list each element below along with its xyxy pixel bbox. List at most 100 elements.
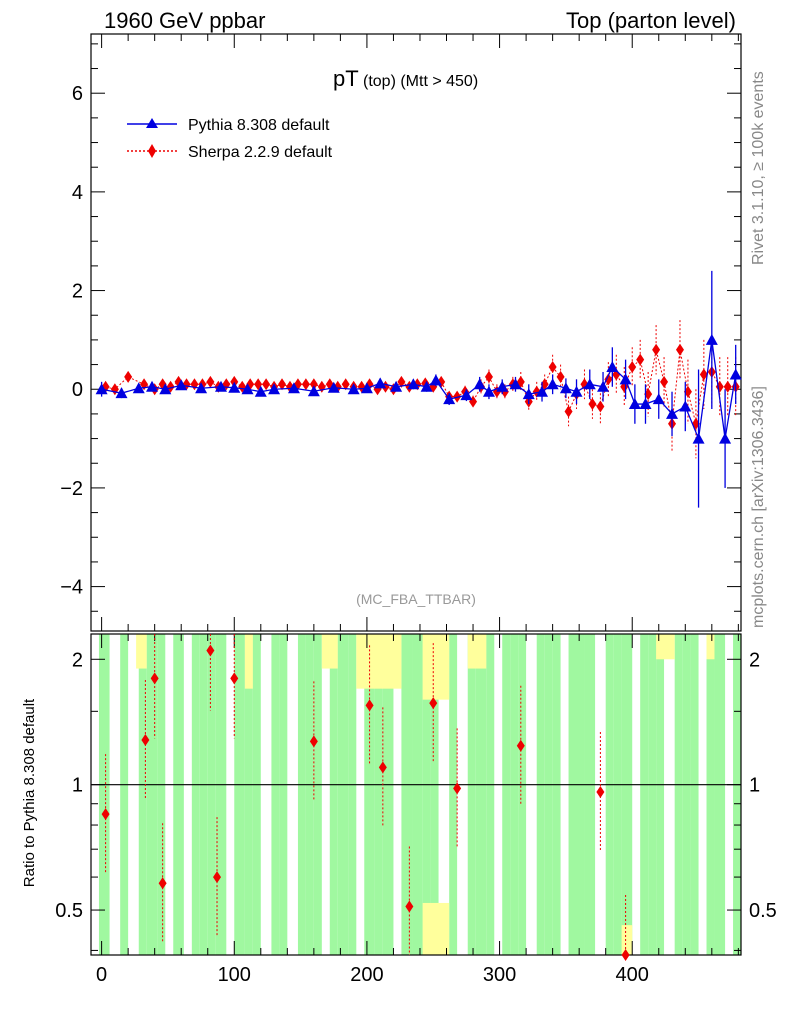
main-y-tick-label: 6 bbox=[72, 83, 83, 105]
ratio-band-green bbox=[640, 634, 649, 955]
ratio-sherpa-point bbox=[378, 761, 387, 774]
pythia-point bbox=[175, 379, 188, 391]
main-y-tick-label: 4 bbox=[72, 182, 83, 204]
ratio-band-yellow bbox=[621, 925, 633, 955]
ratio-band-green bbox=[173, 634, 184, 955]
pythia-point bbox=[115, 387, 128, 399]
sherpa-point bbox=[556, 370, 565, 383]
ratio-x-tick-label: 300 bbox=[483, 964, 516, 986]
ratio-sherpa-point bbox=[596, 786, 605, 799]
ratio-band-green bbox=[552, 634, 561, 955]
ratio-band-green bbox=[191, 634, 200, 955]
pythia-point bbox=[159, 383, 172, 395]
pythia-point bbox=[606, 361, 619, 373]
pythia-series-line bbox=[101, 339, 737, 442]
ratio-band-yellow bbox=[467, 634, 487, 669]
legend-pythia-marker bbox=[146, 118, 158, 128]
sherpa-point bbox=[564, 405, 573, 418]
ratio-sherpa-point bbox=[429, 697, 438, 710]
pythia-point bbox=[327, 381, 340, 393]
sherpa-point bbox=[660, 375, 669, 388]
ratio-sherpa-point bbox=[101, 808, 110, 821]
ratio-band-yellow bbox=[321, 634, 338, 669]
ratio-y-tick-label-right: 0.5 bbox=[749, 900, 777, 922]
pythia-point bbox=[536, 385, 549, 397]
ratio-band-green bbox=[422, 634, 431, 955]
ratio-band-green bbox=[605, 634, 614, 955]
ratio-y-tick-label-right: 2 bbox=[749, 649, 760, 671]
ratio-x-tick-label: 400 bbox=[616, 964, 649, 986]
sherpa-point bbox=[110, 383, 119, 396]
sherpa-point bbox=[397, 375, 406, 388]
ratio-band-green bbox=[648, 634, 657, 955]
sherpa-point bbox=[301, 378, 310, 391]
ratio-band-green bbox=[536, 634, 545, 955]
pythia-point bbox=[241, 383, 254, 395]
ratio-x-tick-label: 0 bbox=[96, 964, 107, 986]
pythia-point bbox=[473, 378, 486, 390]
sherpa-point bbox=[548, 361, 557, 374]
ratio-band-green bbox=[234, 634, 245, 955]
pythia-point bbox=[195, 382, 208, 394]
ratio-y-tick-label-left: 2 bbox=[72, 649, 83, 671]
sherpa-point bbox=[190, 378, 199, 391]
ratio-sherpa-point bbox=[309, 735, 318, 748]
ratio-band-green bbox=[486, 634, 495, 955]
ratio-band-green bbox=[613, 634, 622, 955]
rivet-label: Rivet 3.1.10, ≥ 100k events bbox=[750, 71, 767, 265]
sherpa-point bbox=[683, 385, 692, 398]
header-left: 1960 GeV ppbar bbox=[104, 8, 265, 33]
ratio-sherpa-point bbox=[158, 877, 167, 890]
sherpa-point bbox=[588, 398, 597, 411]
ratio-band-green bbox=[401, 634, 413, 955]
ratio-sherpa-point bbox=[213, 871, 222, 884]
ratio-band-green bbox=[271, 634, 280, 955]
ratio-sherpa-point bbox=[141, 734, 150, 747]
ratio-band-green bbox=[682, 634, 691, 955]
ratio-sherpa-point bbox=[365, 699, 374, 712]
ratio-band-green bbox=[621, 634, 633, 955]
ratio-band-green bbox=[714, 634, 726, 955]
pythia-point bbox=[496, 380, 509, 392]
sherpa-point bbox=[124, 370, 133, 383]
pythia-point bbox=[443, 393, 456, 405]
ratio-sherpa-point bbox=[621, 949, 630, 961]
sherpa-point bbox=[652, 343, 661, 356]
main-y-tick-label: 0 bbox=[72, 379, 83, 401]
pythia-point bbox=[652, 393, 665, 405]
ratio-band-yellow bbox=[136, 634, 147, 669]
pythia-point bbox=[374, 377, 387, 389]
ratio-sherpa-point bbox=[206, 644, 215, 657]
ratio-x-tick-label: 100 bbox=[218, 964, 251, 986]
ratio-band-green bbox=[502, 634, 511, 955]
ratio-band-green bbox=[584, 634, 596, 955]
sherpa-point bbox=[262, 378, 271, 391]
ratio-band-green bbox=[518, 634, 527, 955]
sherpa-point bbox=[596, 400, 605, 413]
ratio-band-green bbox=[215, 634, 227, 955]
ratio-band-green bbox=[706, 634, 715, 955]
pythia-point bbox=[307, 385, 320, 397]
pythia-point bbox=[215, 380, 227, 392]
sherpa-point bbox=[604, 373, 613, 386]
ratio-band-green bbox=[244, 634, 253, 955]
ratio-y-tick-label-right: 1 bbox=[749, 775, 760, 797]
pythia-point bbox=[420, 380, 433, 392]
sherpa-point bbox=[699, 368, 708, 381]
ratio-band-green bbox=[146, 634, 158, 955]
ratio-sherpa-point bbox=[230, 672, 239, 685]
ratio-band-green bbox=[733, 634, 741, 955]
ratio-panel: 0 100 200 300 400 0.5 0.5 1 1 2 2 bbox=[55, 633, 777, 986]
pythia-point bbox=[482, 385, 495, 397]
pythia-point bbox=[597, 380, 610, 392]
pythia-point bbox=[628, 398, 641, 410]
mcplots-label: mcplots.cern.ch [arXiv:1306.3436] bbox=[750, 386, 767, 628]
ratio-sherpa-point bbox=[405, 900, 414, 913]
ratio-band-yellow bbox=[422, 634, 450, 700]
ratio-frame bbox=[90, 633, 742, 956]
ratio-band-green bbox=[313, 634, 322, 955]
ratio-band-green bbox=[382, 634, 394, 955]
pythia-point bbox=[705, 333, 718, 345]
pythia-point bbox=[570, 385, 583, 397]
sherpa-point bbox=[675, 343, 684, 356]
